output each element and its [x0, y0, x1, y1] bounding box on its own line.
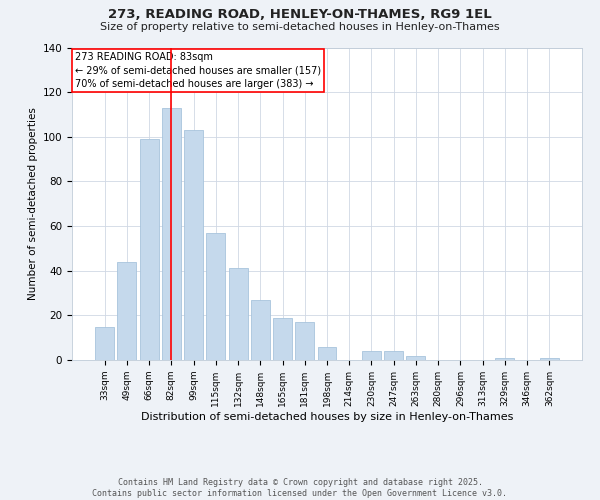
Bar [95, 326, 114, 360]
Bar [206, 233, 225, 360]
Bar [295, 322, 314, 360]
Bar [229, 268, 248, 360]
Text: Size of property relative to semi-detached houses in Henley-on-Thames: Size of property relative to semi-detach… [100, 22, 500, 32]
Text: Contains HM Land Registry data © Crown copyright and database right 2025.
Contai: Contains HM Land Registry data © Crown c… [92, 478, 508, 498]
Bar [251, 300, 270, 360]
Bar [273, 318, 292, 360]
Bar [118, 262, 136, 360]
Bar [362, 351, 381, 360]
X-axis label: Distribution of semi-detached houses by size in Henley-on-Thames: Distribution of semi-detached houses by … [141, 412, 513, 422]
Bar [384, 351, 403, 360]
Bar [406, 356, 425, 360]
Text: 273 READING ROAD: 83sqm
← 29% of semi-detached houses are smaller (157)
70% of s: 273 READING ROAD: 83sqm ← 29% of semi-de… [74, 52, 320, 88]
Bar [162, 108, 181, 360]
Bar [496, 358, 514, 360]
Text: 273, READING ROAD, HENLEY-ON-THAMES, RG9 1EL: 273, READING ROAD, HENLEY-ON-THAMES, RG9… [108, 8, 492, 20]
Bar [317, 346, 337, 360]
Y-axis label: Number of semi-detached properties: Number of semi-detached properties [28, 108, 38, 300]
Bar [140, 139, 158, 360]
Bar [540, 358, 559, 360]
Bar [184, 130, 203, 360]
